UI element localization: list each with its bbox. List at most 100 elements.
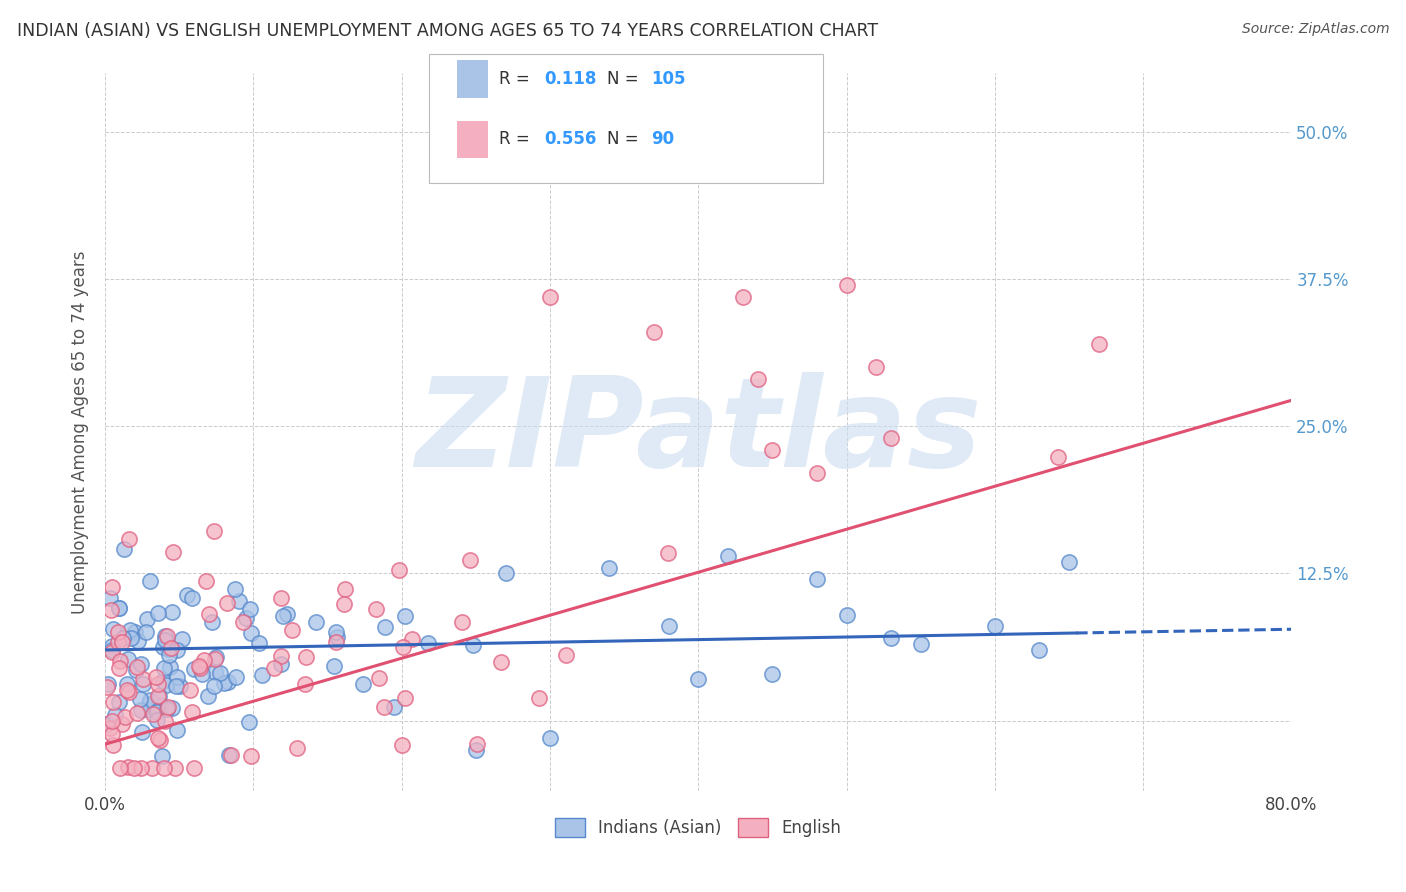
Y-axis label: Unemployment Among Ages 65 to 74 years: Unemployment Among Ages 65 to 74 years [72,251,89,614]
Point [276,607,298,622]
Point [202,524,225,538]
Point [131,761,153,775]
Point [148,689,170,703]
Point [451,615,474,629]
Point [326,630,349,644]
Point [100,591,122,605]
Point [835,277,858,292]
Point [108,695,131,709]
Point [101,645,124,659]
Text: 0.556: 0.556 [544,130,596,148]
Point [162,545,184,559]
Point [461,638,484,652]
Point [152,640,174,655]
Point [465,738,488,752]
Point [202,679,225,693]
Point [910,637,932,651]
Point [219,748,242,763]
Point [131,724,153,739]
Point [111,717,134,731]
Point [118,684,141,698]
Point [96,680,118,694]
Point [156,700,179,714]
Point [197,607,219,621]
Point [1047,450,1070,465]
Point [100,714,122,728]
Legend: Indians (Asian), English: Indians (Asian), English [548,812,848,844]
Point [761,666,783,681]
Point [717,549,740,563]
Point [538,731,561,746]
Text: Source: ZipAtlas.com: Source: ZipAtlas.com [1241,22,1389,37]
Point [1028,643,1050,657]
Point [747,372,769,386]
Point [464,743,486,757]
Point [156,629,179,643]
Point [111,635,134,649]
Point [335,582,357,597]
Point [153,629,176,643]
Text: 105: 105 [651,70,686,88]
Point [98,722,121,736]
Text: R =: R = [499,130,536,148]
Point [598,560,620,574]
Point [204,651,226,665]
Point [1057,555,1080,569]
Point [166,643,188,657]
Point [101,622,124,636]
Point [322,659,344,673]
Point [195,574,218,589]
Point [112,542,135,557]
Point [155,678,177,692]
Point [188,658,211,673]
Point [270,591,292,606]
Point [250,667,273,681]
Point [120,623,142,637]
Text: INDIAN (ASIAN) VS ENGLISH UNEMPLOYMENT AMONG AGES 65 TO 74 YEARS CORRELATION CHA: INDIAN (ASIAN) VS ENGLISH UNEMPLOYMENT A… [17,22,877,40]
Point [101,695,124,709]
Point [294,677,316,691]
Point [366,602,388,616]
Point [304,615,326,629]
Point [107,635,129,649]
Point [165,680,187,694]
Point [835,607,858,622]
Point [263,661,285,675]
Point [984,619,1007,633]
Point [392,640,415,655]
Point [127,706,149,721]
Point [688,673,710,687]
Point [460,552,482,566]
Point [141,761,163,775]
Point [214,676,236,690]
Point [325,625,347,640]
Point [235,611,257,625]
Point [145,669,167,683]
Point [201,615,224,629]
Point [139,692,162,706]
Point [117,652,139,666]
Point [373,699,395,714]
Point [139,574,162,589]
Point [880,631,903,645]
Point [135,625,157,640]
Point [880,431,903,445]
Point [204,665,226,679]
Point [271,608,294,623]
Point [232,615,254,630]
Point [149,698,172,713]
Point [146,713,169,727]
Point [247,636,270,650]
Point [218,748,240,763]
Point [108,661,131,675]
Point [152,673,174,688]
Point [170,632,193,646]
Point [163,761,186,775]
Point [148,689,170,703]
Point [643,325,665,339]
Point [270,657,292,671]
Point [107,601,129,615]
Point [761,442,783,457]
Point [127,633,149,648]
Point [115,683,138,698]
